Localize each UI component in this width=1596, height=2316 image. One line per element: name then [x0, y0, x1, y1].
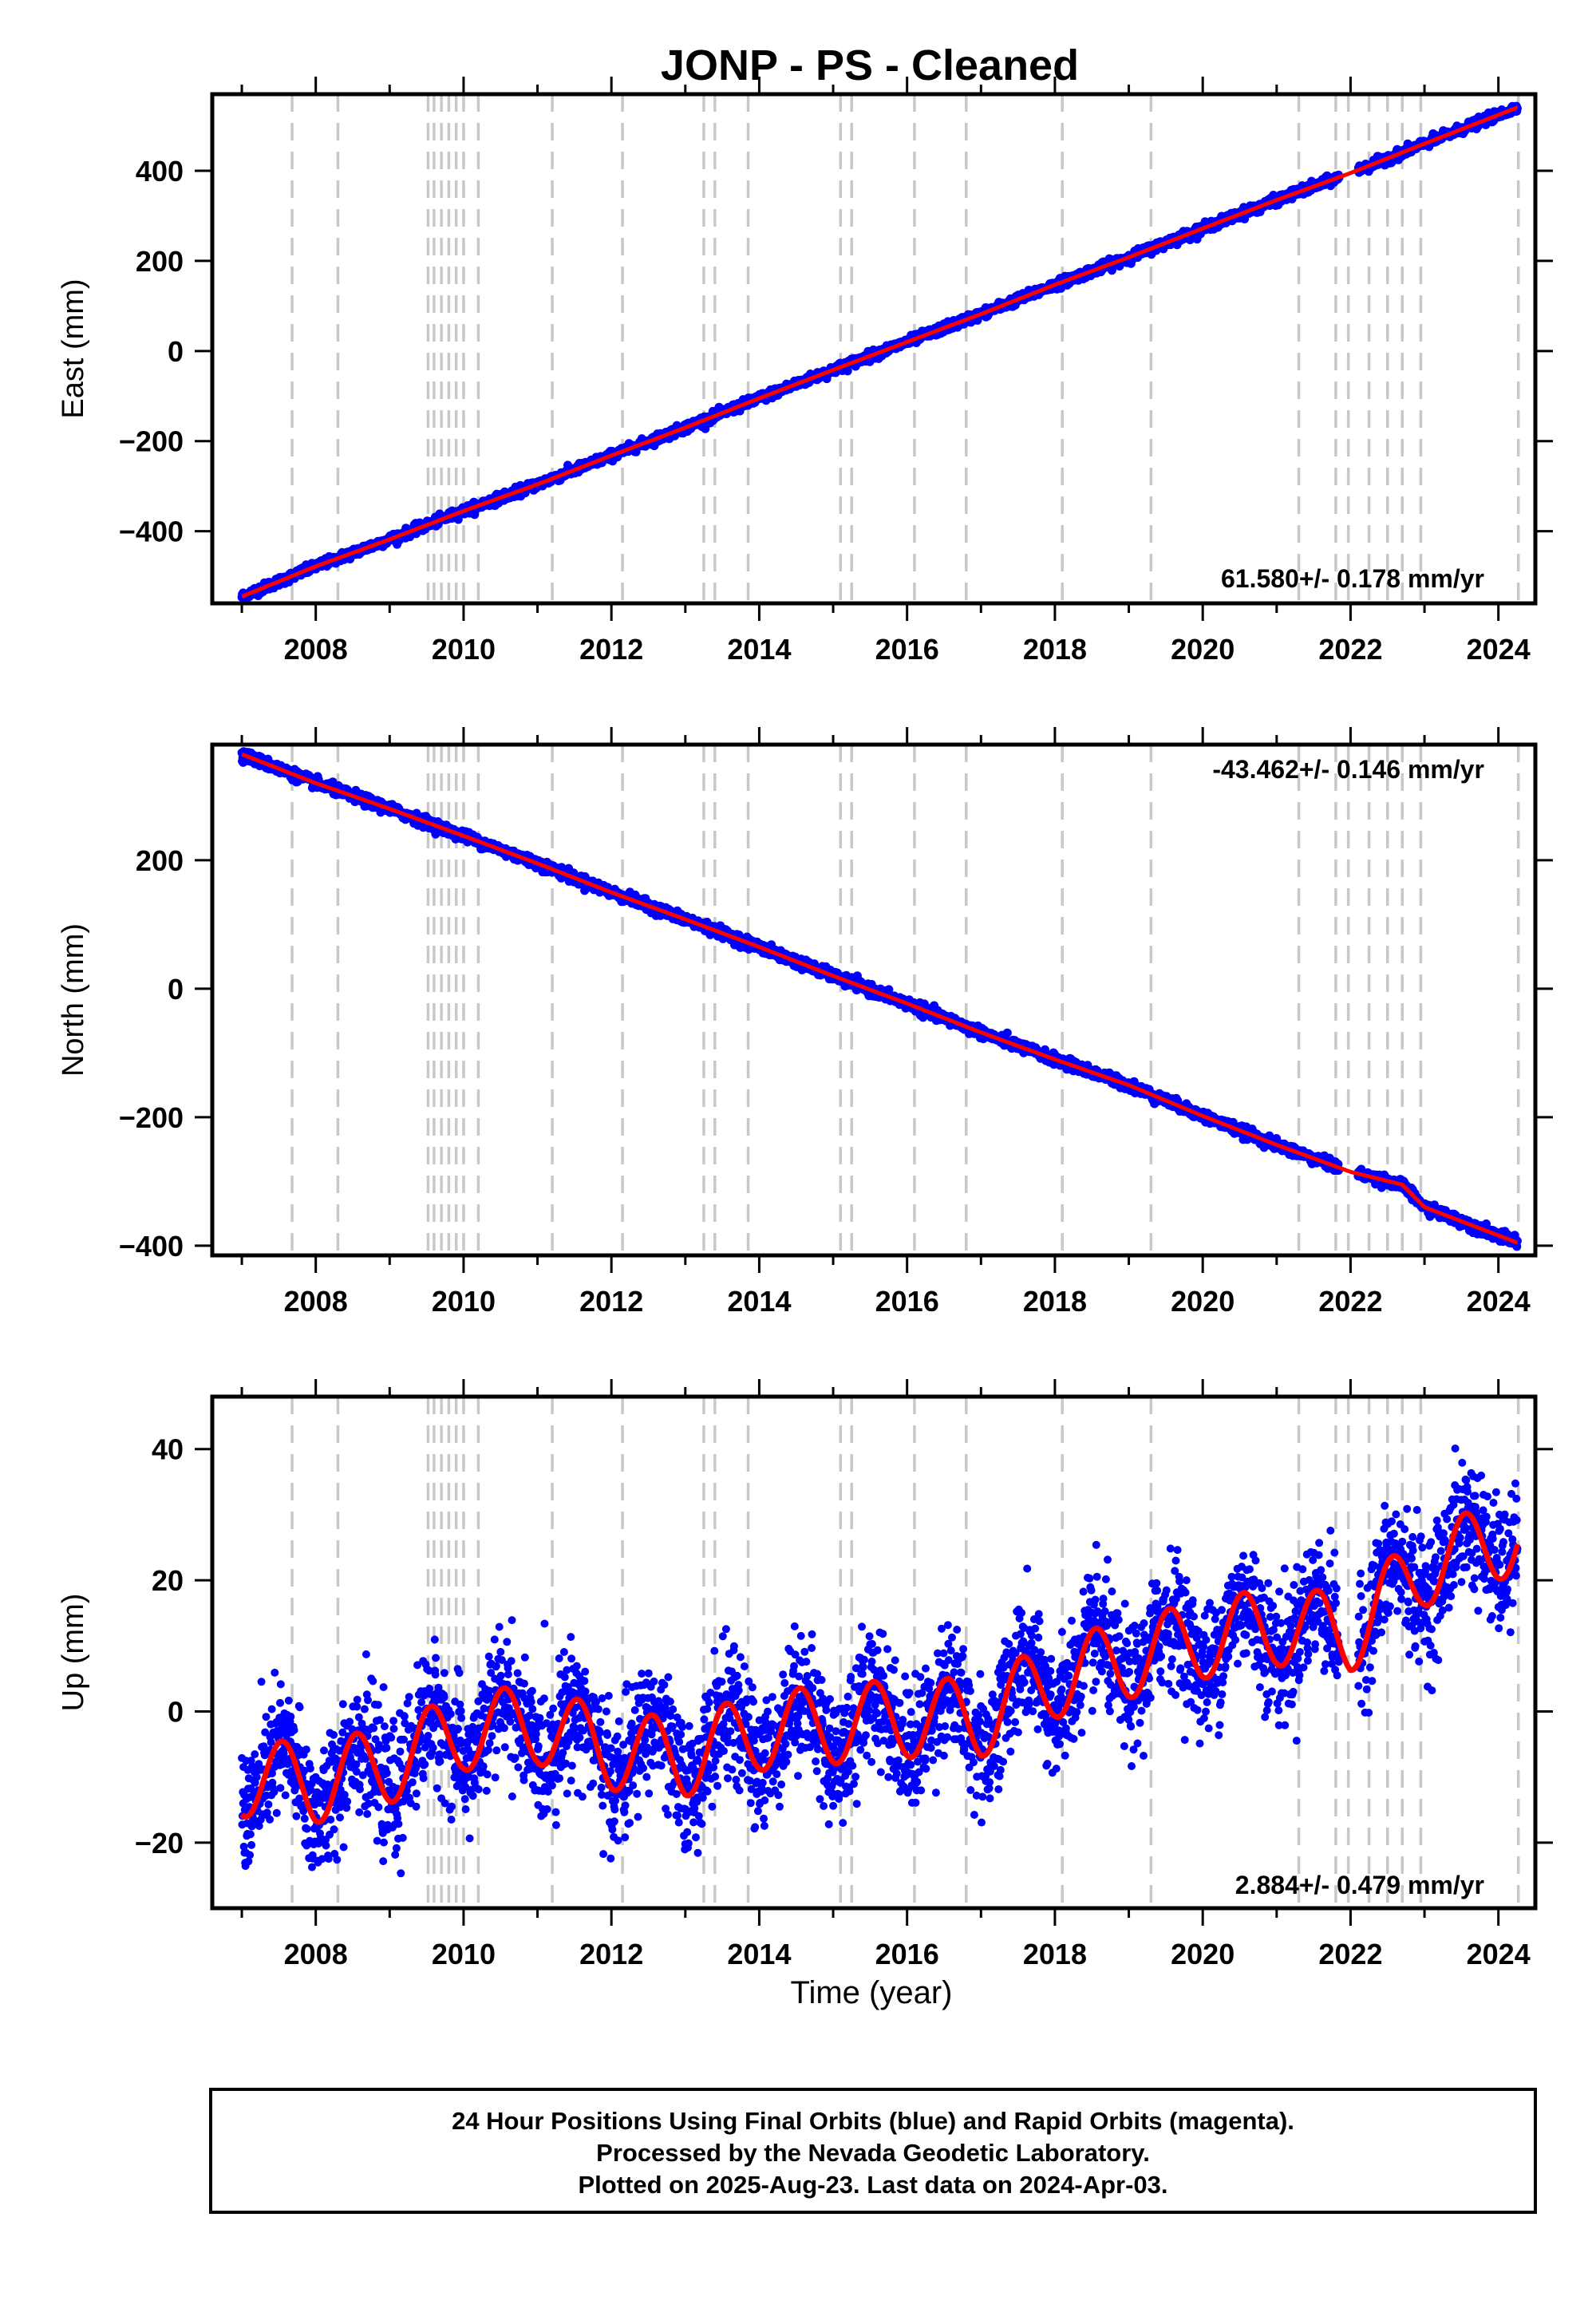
north-panel: 2008 2010 2012 2014 2016 2018 2020 2022 2024−400…	[57, 727, 1553, 1318]
east-panel: 2008 2010 2012 2014 2016 2018 2020 2022 2024 −400…	[57, 77, 1553, 666]
y-tick-label: −200	[119, 425, 184, 458]
x-tick-label: 2014	[727, 633, 791, 666]
x-tick-label: 2012	[579, 633, 643, 666]
x-tick-label: 2024	[1467, 633, 1531, 666]
y-tick-label: 0	[168, 335, 184, 368]
y-tick-label: −400	[119, 516, 184, 548]
x-tick-label: 2010	[432, 633, 496, 666]
x-tick-label: 2018	[1023, 633, 1087, 666]
x-tick-label: 2008	[284, 633, 348, 666]
y-tick-label: 400	[136, 155, 184, 188]
y-axis-label: East (mm)	[57, 279, 90, 418]
data-point	[843, 366, 852, 376]
y-tick-label: 200	[136, 245, 184, 278]
x-tick-label: 2022	[1318, 633, 1382, 666]
x-tick-label: 2016	[875, 633, 939, 666]
x-tick-label: 2020	[1171, 633, 1235, 666]
rate-label: 61.580+/- 0.178 mm/yr	[1221, 564, 1484, 593]
chart-title: JONP - PS - Cleaned	[661, 41, 1079, 89]
data-point	[1002, 1028, 1012, 1037]
